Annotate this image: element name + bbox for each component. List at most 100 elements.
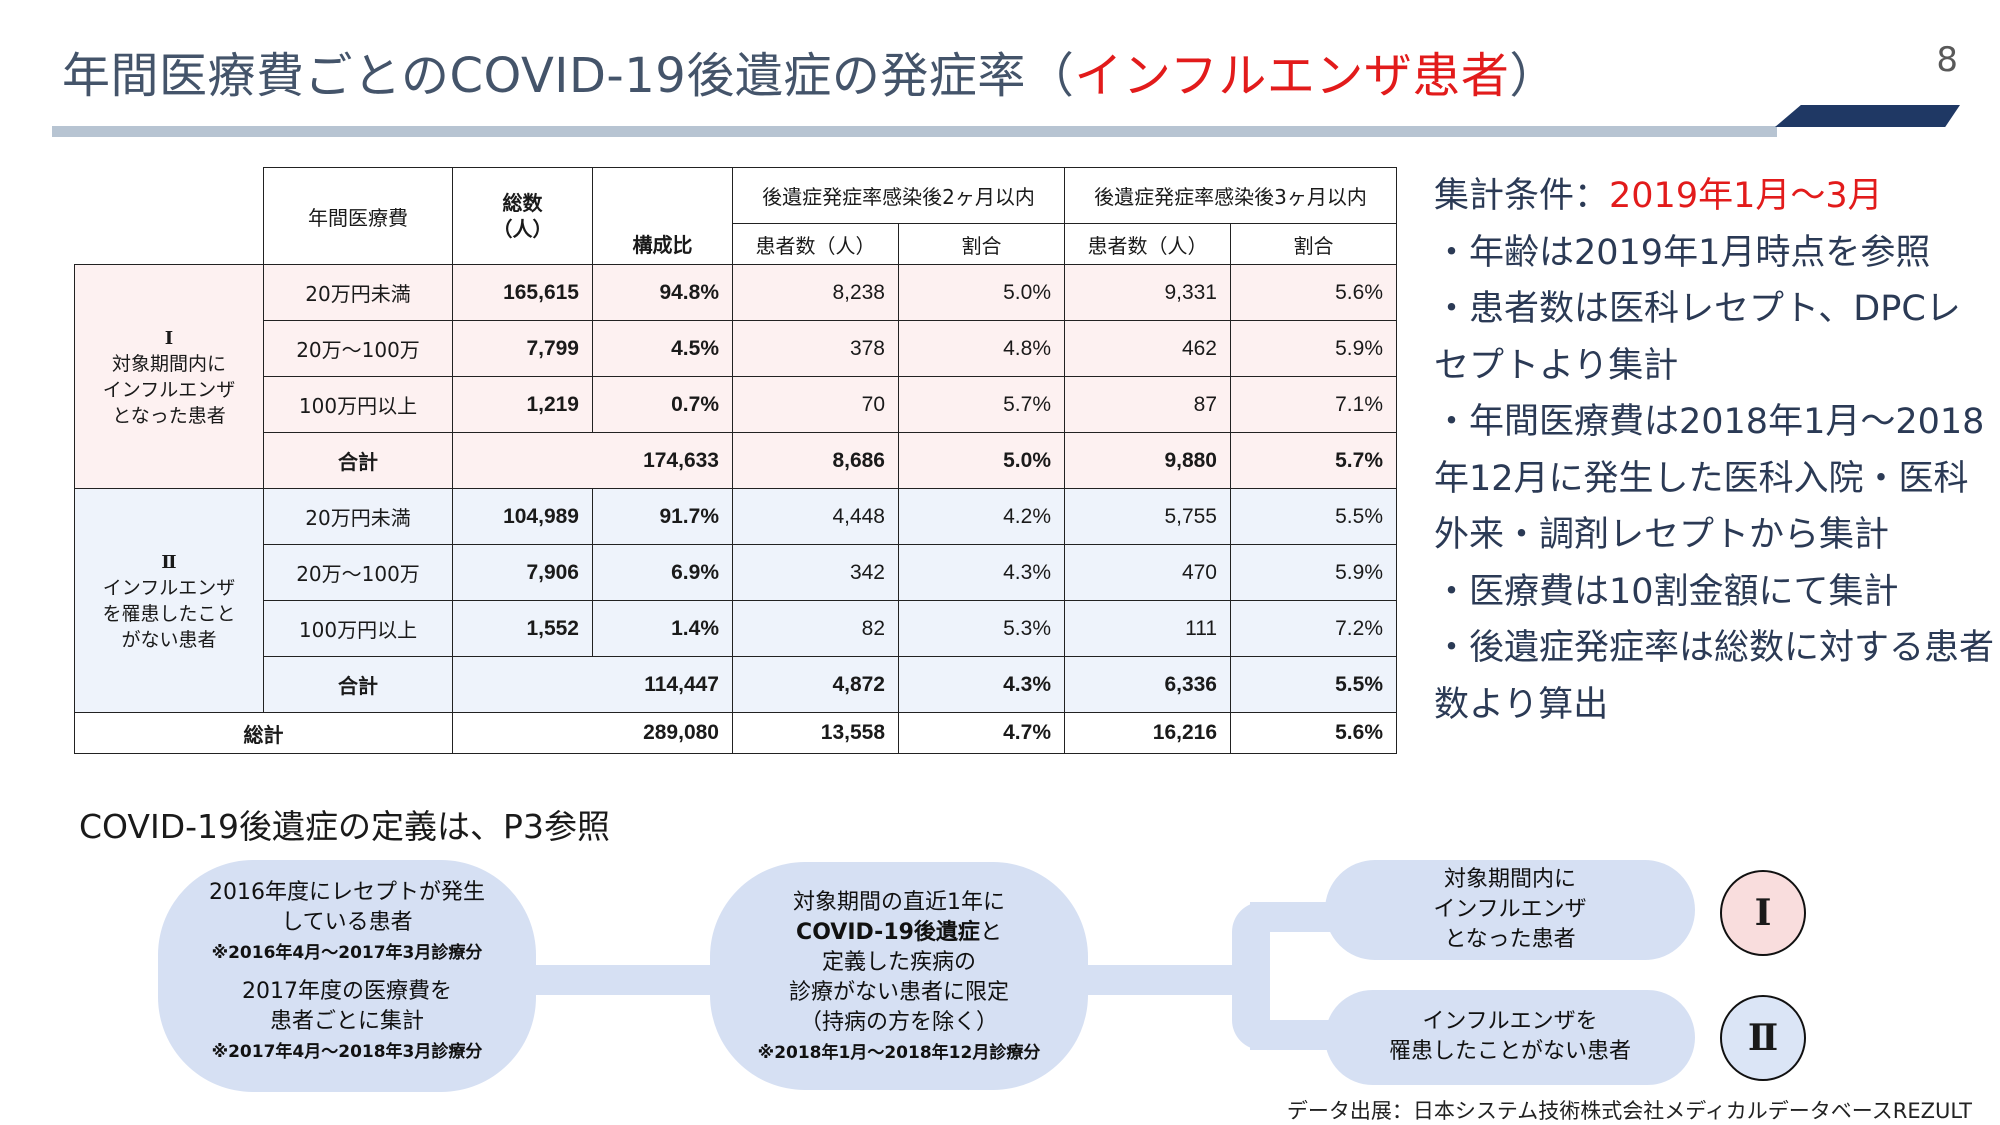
cell-rate-2m: 5.3%: [898, 600, 1065, 657]
cell-rate-2m: 5.7%: [898, 376, 1065, 433]
cell-rate-3m: 5.7%: [1230, 432, 1397, 489]
title-end: ）: [1509, 48, 1558, 104]
cell-rate-2m: 4.8%: [898, 320, 1065, 377]
cell-patients-2m: 8,686: [732, 432, 899, 489]
title-underline: [52, 126, 1777, 137]
box2-post: と 定義した疾病の 診療がない患者に限定 （持病の方を除く）: [788, 920, 1009, 1035]
cell-ratio: 6.9%: [592, 544, 733, 601]
cell-patients-3m: 87: [1064, 376, 1231, 433]
group2-roman: Ⅱ: [161, 551, 177, 572]
conditions-item: ・医療費は10割金額にて集計: [1434, 571, 1899, 612]
conditions-panel: 集計条件：2019年1月〜3月 ・年齢は2019年1月時点を参照 ・患者数は医科…: [1434, 168, 1994, 733]
cell-category: 総計: [74, 712, 453, 754]
cell-ratio: 94.8%: [592, 264, 733, 321]
results-table: 年間医療費 総数 （人） 後遺症発症率感染後2ヶ月以内 後遺症発症率感染後3ヶ月…: [74, 167, 1397, 754]
group1-badge: Ⅰ: [1720, 870, 1806, 956]
cell-total: 1,552: [452, 600, 593, 657]
group1-label-cell: Ⅰ 対象期間内に インフルエンザ となった患者: [74, 264, 264, 489]
header-medical-cost: 年間医療費: [263, 167, 453, 265]
cell-rate-3m: 7.1%: [1230, 376, 1397, 433]
conditions-label: 集計条件：: [1434, 176, 1610, 216]
table-row: 100万円以上 1,219 0.7% 70 5.7% 87 7.1%: [75, 376, 1397, 433]
cell-ratio: 4.5%: [592, 320, 733, 377]
subtotal-row: 合計 114,447 4,872 4.3% 6,336 5.5%: [75, 656, 1397, 713]
cell-category: 合計: [263, 656, 453, 713]
cell-patients-2m: 378: [732, 320, 899, 377]
header-ratio: 構成比: [592, 223, 733, 265]
cell-rate-3m: 5.9%: [1230, 320, 1397, 377]
cell-patients-2m: 82: [732, 600, 899, 657]
flow-box-group2: インフルエンザを 罹患したことがない患者: [1325, 990, 1695, 1085]
box2-pre: 対象期間の直近1年に: [793, 890, 1005, 915]
cell-total: 165,615: [452, 264, 593, 321]
conditions-item: ・後遺症発症率は総数に対する患者数より算出: [1434, 628, 1995, 725]
header-group-3months: 後遺症発症率感染後3ヶ月以内: [1064, 167, 1397, 224]
cell-category: 100万円以上: [263, 376, 453, 433]
table-row: Ⅰ 対象期間内に インフルエンザ となった患者 20万円未満 165,615 9…: [74, 264, 1397, 489]
cell-total: 114,447: [452, 656, 733, 713]
box1-sub2: ※2017年4月〜2018年3月診療分: [211, 1042, 483, 1062]
cell-category: 20万円未満: [263, 264, 453, 321]
cell-rate-3m: 5.5%: [1230, 656, 1397, 713]
flow-box-source-patients: 2016年度にレセプトが発生 している患者 ※2016年4月〜2017年3月診療…: [158, 860, 536, 1092]
cell-total: 7,799: [452, 320, 593, 377]
table-row: 20万〜100万 7,799 4.5% 378 4.8% 462 5.9%: [75, 320, 1397, 377]
box1-sub1: ※2016年4月〜2017年3月診療分: [211, 943, 483, 963]
cell-rate-3m: 5.9%: [1230, 544, 1397, 601]
group1-roman: Ⅰ: [164, 327, 174, 348]
box2-sub: ※2018年1月〜2018年12月診療分: [757, 1043, 1041, 1063]
header-total: 総数 （人）: [452, 167, 593, 265]
cell-total: 1,219: [452, 376, 593, 433]
cell-ratio: 91.7%: [592, 488, 733, 545]
cell-category: 20万〜100万: [263, 320, 453, 377]
table-corner-blank: [75, 168, 264, 265]
cell-category: 20万円未満: [263, 488, 453, 545]
header-group-2months: 後遺症発症率感染後2ヶ月以内: [732, 167, 1065, 224]
cell-patients-2m: 342: [732, 544, 899, 601]
box1-line2: 2017年度の医療費を 患者ごとに集計: [242, 979, 452, 1034]
flow-box-exclusion: 対象期間の直近1年に COVID-19後遺症と 定義した疾病の 診療がない患者に…: [710, 862, 1088, 1090]
box3-text: 対象期間内に インフルエンザ となった患者: [1433, 867, 1587, 952]
table-row: 100万円以上 1,552 1.4% 82 5.3% 111 7.2%: [75, 600, 1397, 657]
group2-label: インフルエンザ を罹患したこと がない患者: [102, 576, 236, 651]
page-title: 年間医療費ごとのCOVID-19後遺症の発症率（インフルエンザ患者）: [62, 36, 1558, 106]
box2-bold: COVID-19後遺症: [796, 920, 980, 945]
header-patients-2m: 患者数（人）: [732, 223, 899, 265]
connector-1-2: [520, 965, 740, 995]
cell-patients-2m: 8,238: [732, 264, 899, 321]
subtotal-row: 合計 174,633 8,686 5.0% 9,880 5.7%: [75, 432, 1397, 489]
header-rate-3m: 割合: [1230, 223, 1397, 265]
title-main: 年間医療費ごとのCOVID-19後遺症の発症率（: [62, 48, 1075, 104]
cell-total: 174,633: [452, 432, 733, 489]
group2-label-cell: Ⅱ インフルエンザ を罹患したこと がない患者: [74, 488, 264, 713]
cell-patients-3m: 5,755: [1064, 488, 1231, 545]
cell-patients-3m: 111: [1064, 600, 1231, 657]
table-row: Ⅱ インフルエンザ を罹患したこと がない患者 20万円未満 104,989 9…: [74, 488, 1397, 713]
cell-category: 合計: [263, 432, 453, 489]
data-source: データ出展：日本システム技術株式会社メディカルデータベースREZULT: [1286, 1099, 1972, 1123]
header-rate-2m: 割合: [898, 223, 1065, 265]
cell-patients-2m: 4,872: [732, 656, 899, 713]
group1-label: 対象期間内に インフルエンザ となった患者: [102, 352, 236, 427]
cell-rate-3m: 5.5%: [1230, 488, 1397, 545]
cell-rate-2m: 5.0%: [898, 264, 1065, 321]
cell-rate-2m: 4.3%: [898, 544, 1065, 601]
cell-rate-3m: 7.2%: [1230, 600, 1397, 657]
cell-patients-2m: 4,448: [732, 488, 899, 545]
box4-text: インフルエンザを 罹患したことがない患者: [1388, 1009, 1631, 1064]
cell-rate-3m: 5.6%: [1230, 264, 1397, 321]
cell-total: 7,906: [452, 544, 593, 601]
cell-patients-3m: 16,216: [1064, 712, 1231, 754]
cell-patients-3m: 470: [1064, 544, 1231, 601]
cell-patients-3m: 462: [1064, 320, 1231, 377]
title-accent-bar: [1775, 105, 1960, 127]
conditions-period: 2019年1月〜3月: [1609, 176, 1883, 216]
cell-rate-2m: 4.7%: [898, 712, 1065, 754]
cell-patients-3m: 9,880: [1064, 432, 1231, 489]
cell-total: 289,080: [452, 712, 733, 754]
cell-ratio: 0.7%: [592, 376, 733, 433]
cell-patients-3m: 9,331: [1064, 264, 1231, 321]
cell-patients-2m: 70: [732, 376, 899, 433]
conditions-header: 集計条件：2019年1月〜3月: [1434, 168, 1994, 225]
table-row: 20万〜100万 7,906 6.9% 342 4.3% 470 5.9%: [75, 544, 1397, 601]
